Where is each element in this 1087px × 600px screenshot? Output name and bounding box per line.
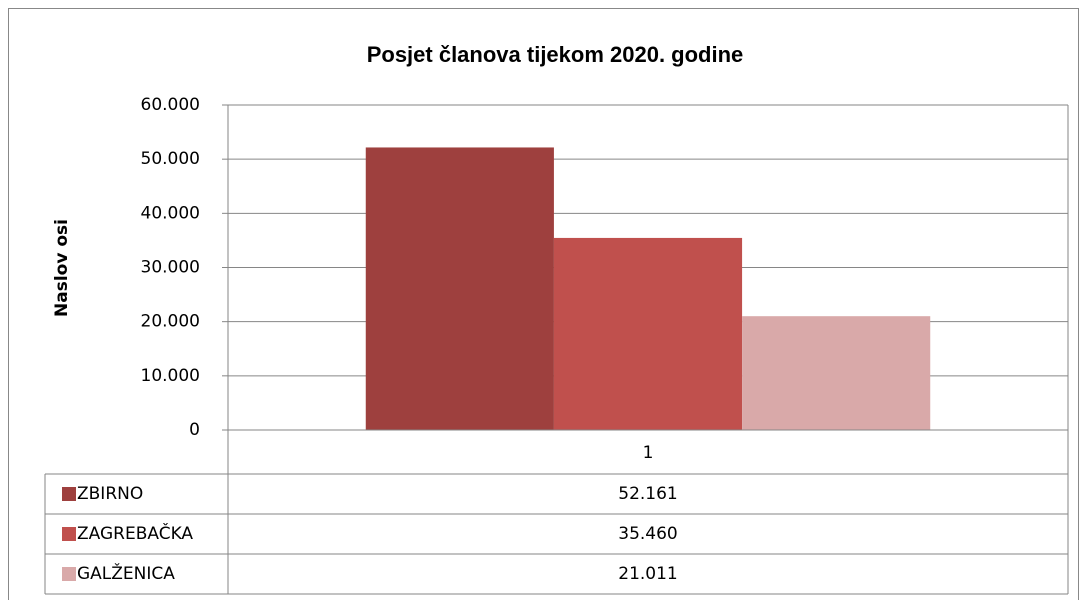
value-label: 21.011: [618, 564, 677, 584]
bar: [742, 316, 931, 430]
legend-key: [62, 527, 76, 541]
legend-label: ZAGREBAČKA: [77, 522, 193, 544]
bar: [365, 147, 554, 430]
value-label: 35.460: [618, 524, 677, 544]
y-tick-label: 40.000: [141, 203, 200, 223]
y-tick-label: 60.000: [141, 95, 200, 115]
y-tick-label: 50.000: [141, 149, 200, 169]
y-tick-label: 0: [189, 420, 200, 440]
legend-label: ZBIRNO: [77, 484, 143, 504]
x-tick-label: 1: [643, 443, 654, 463]
y-axis-title: Naslov osi: [52, 219, 72, 317]
y-tick-label: 20.000: [141, 312, 200, 332]
legend-key: [62, 487, 76, 501]
legend-label: GALŽENICA: [77, 562, 175, 584]
y-tick-label: 10.000: [141, 366, 200, 386]
legend-key: [62, 567, 76, 581]
bar: [553, 237, 743, 430]
y-tick-label: 30.000: [141, 258, 200, 278]
value-label: 52.161: [618, 484, 677, 504]
chart-title: Posjet članova tijekom 2020. godine: [367, 42, 744, 67]
